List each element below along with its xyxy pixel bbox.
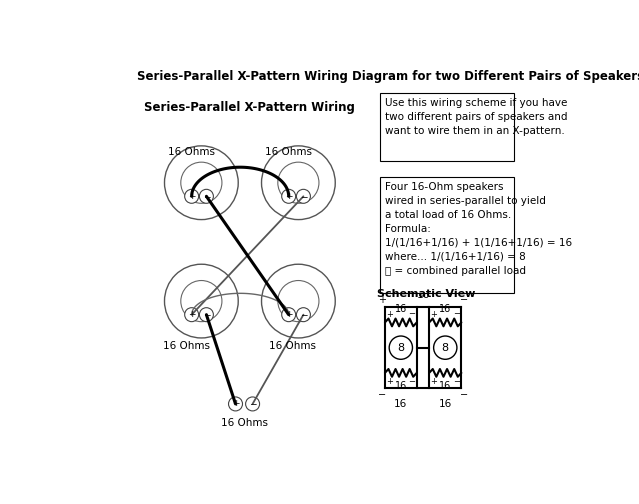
Circle shape <box>199 307 213 322</box>
Text: −: − <box>453 309 460 319</box>
Circle shape <box>296 307 311 322</box>
Text: +: + <box>386 309 393 319</box>
Circle shape <box>199 190 213 203</box>
Text: 16 Ohms: 16 Ohms <box>162 341 210 351</box>
Text: 16: 16 <box>394 399 408 409</box>
Text: 16: 16 <box>395 304 407 314</box>
Text: −: − <box>203 310 210 319</box>
Text: Use this wiring scheme if you have
two different pairs of speakers and
want to w: Use this wiring scheme if you have two d… <box>385 98 567 136</box>
Circle shape <box>389 336 413 359</box>
Text: Series-Parallel X-Pattern Wiring Diagram for two Different Pairs of Speakers: Series-Parallel X-Pattern Wiring Diagram… <box>137 70 639 83</box>
Text: 8: 8 <box>397 343 404 353</box>
Text: 16: 16 <box>438 399 452 409</box>
Circle shape <box>164 146 238 220</box>
Text: −: − <box>378 391 386 400</box>
Text: 16: 16 <box>395 382 407 392</box>
Text: 8: 8 <box>442 343 449 353</box>
Text: +: + <box>378 295 386 305</box>
Text: 16: 16 <box>439 304 451 314</box>
Text: +: + <box>232 400 239 408</box>
Text: −: − <box>461 391 468 400</box>
Circle shape <box>296 190 311 203</box>
Circle shape <box>278 281 319 322</box>
Text: −: − <box>203 192 210 201</box>
Text: −: − <box>453 377 460 386</box>
Circle shape <box>164 264 238 338</box>
Text: −: − <box>300 310 307 319</box>
Circle shape <box>261 264 335 338</box>
Text: +: + <box>430 309 437 319</box>
Text: +: + <box>188 192 196 201</box>
Circle shape <box>282 190 296 203</box>
Text: 16 Ohms: 16 Ohms <box>265 147 312 157</box>
FancyBboxPatch shape <box>380 93 514 161</box>
Text: 16 Ohms: 16 Ohms <box>168 147 215 157</box>
Text: Series-Parallel X-Pattern Wiring: Series-Parallel X-Pattern Wiring <box>144 101 355 114</box>
Text: +: + <box>188 310 196 319</box>
Text: −: − <box>408 377 415 386</box>
Text: Four 16-Ohm speakers
wired in series-parallel to yield
a total load of 16 Ohms.
: Four 16-Ohm speakers wired in series-par… <box>385 181 572 276</box>
Text: −: − <box>300 192 307 201</box>
Text: 16 Ohms: 16 Ohms <box>220 418 268 428</box>
Text: +: + <box>285 310 293 319</box>
Circle shape <box>245 397 259 411</box>
Circle shape <box>278 162 319 203</box>
FancyBboxPatch shape <box>380 177 514 293</box>
Text: 16 Ohms: 16 Ohms <box>269 341 316 351</box>
Text: −: − <box>461 295 468 305</box>
Circle shape <box>261 146 335 220</box>
Circle shape <box>181 281 222 322</box>
Text: −: − <box>408 309 415 319</box>
Circle shape <box>185 307 199 322</box>
Circle shape <box>229 397 242 411</box>
Text: +: + <box>430 377 437 386</box>
Text: Schematic View: Schematic View <box>377 289 475 299</box>
Text: 16: 16 <box>439 382 451 392</box>
Text: +: + <box>386 377 393 386</box>
Text: +: + <box>285 192 293 201</box>
Circle shape <box>181 162 222 203</box>
Text: −: − <box>249 400 256 408</box>
Circle shape <box>434 336 457 359</box>
Circle shape <box>282 307 296 322</box>
Circle shape <box>185 190 199 203</box>
Text: 16: 16 <box>417 290 430 300</box>
